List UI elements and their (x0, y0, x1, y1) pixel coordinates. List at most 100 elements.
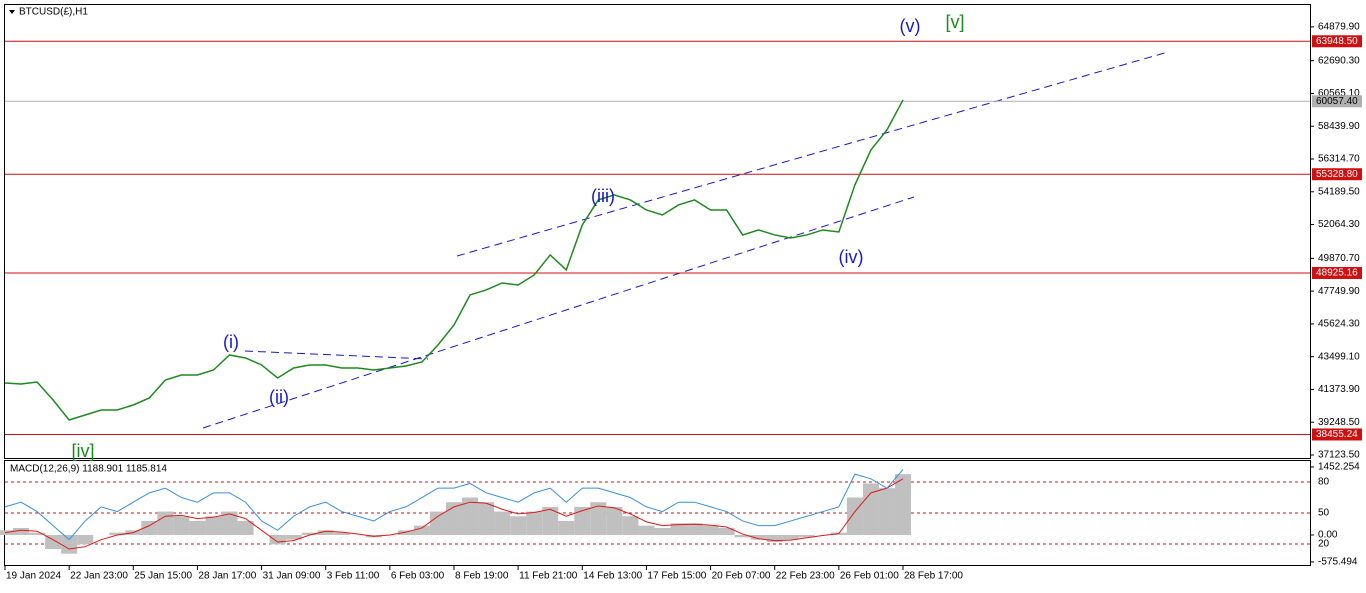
level-box (1312, 95, 1362, 108)
macd-bar (766, 534, 783, 543)
x-tick-label: 19 Jan 2024 (6, 571, 61, 582)
y-tick-label: 41373.90 (1318, 384, 1360, 395)
macd-bar (429, 511, 446, 535)
x-tick-label: 31 Jan 09:00 (263, 571, 321, 582)
level-label: 50 (1318, 508, 1330, 519)
macd-bar (109, 532, 126, 535)
wave-label: (iii) (591, 186, 615, 206)
macd-bar (237, 520, 254, 535)
macd-bar (846, 497, 863, 535)
x-tick-label: 25 Jan 15:00 (134, 571, 192, 582)
macd-bar (285, 534, 302, 540)
x-tick-label: 26 Feb 01:00 (840, 571, 899, 582)
macd-bar (413, 525, 430, 535)
y-tick-label: 54189.50 (1318, 186, 1360, 197)
macd-bar (301, 532, 318, 535)
trendlines (202, 51, 1169, 429)
macd-bar (638, 525, 655, 535)
macd-bar (798, 534, 815, 538)
macd-bar (221, 511, 238, 535)
level-label: 63948.50 (1316, 36, 1358, 47)
macd-bar (734, 534, 751, 538)
wave-label: (i) (223, 332, 239, 352)
x-tick-label: 6 Feb 03:00 (391, 571, 445, 582)
y-tick-label: 62690.30 (1318, 55, 1360, 66)
macd-line (4, 469, 904, 541)
x-tick-label: 17 Feb 15:00 (647, 571, 706, 582)
macd-bar (141, 520, 158, 535)
y-tick-label: 56314.70 (1318, 154, 1360, 165)
macd-bar (173, 516, 190, 535)
x-tick-label: 3 Feb 11:00 (327, 571, 380, 582)
y-tick-label: 60565.10 (1318, 88, 1360, 99)
macd-panel (4, 460, 1311, 566)
level-label: 38455.24 (1316, 429, 1358, 440)
macd-bar (590, 502, 607, 535)
macd-bar (45, 534, 62, 550)
macd-bar (894, 474, 912, 535)
x-tick-label: 14 Feb 13:00 (583, 571, 642, 582)
macd-bar (77, 534, 94, 545)
x-tick-label: 28 Jan 17:00 (198, 571, 256, 582)
macd-bar (622, 516, 639, 535)
macd-bar (750, 534, 767, 540)
macd-bar (510, 516, 527, 535)
macd-bar (333, 532, 350, 535)
macd-bar (702, 525, 719, 535)
y-tick-label: 47749.90 (1318, 286, 1360, 297)
level-box (1312, 168, 1362, 181)
macd-bar (718, 527, 735, 535)
macd-bar (157, 511, 174, 535)
y-tick-label: 58439.90 (1318, 121, 1360, 132)
macd-bar (478, 502, 495, 535)
macd-bar (462, 497, 479, 535)
macd-bar (878, 488, 895, 535)
x-tick-label: 20 Feb 07:00 (712, 571, 771, 582)
macd-bar (574, 506, 591, 535)
wave-label: (v) (900, 16, 921, 36)
trendline (202, 196, 915, 429)
y-tick-label: 0.00 (1318, 530, 1338, 541)
x-tick-label: 8 Feb 19:00 (455, 571, 509, 582)
macd-bar (189, 520, 206, 535)
y-tick-label: -575.494 (1318, 557, 1358, 568)
macd-bar (205, 516, 222, 535)
x-tick-label: 28 Feb 17:00 (904, 571, 963, 582)
level-label: 60057.40 (1316, 96, 1358, 107)
macd-bar (606, 506, 623, 535)
wave-label: (iv) (839, 247, 864, 267)
macd-bar (269, 534, 286, 545)
macd-bar (862, 483, 879, 535)
macd-bar (654, 527, 671, 535)
price-panel (4, 4, 1311, 459)
y-tick-label: 39248.50 (1318, 417, 1360, 428)
macd-title: MACD(12,26,9) 1188.901 1185.814 (10, 464, 167, 475)
macd-bar (494, 511, 511, 535)
price-line (4, 99, 904, 421)
macd-bar (13, 527, 30, 535)
macd-bar (61, 534, 78, 554)
macd-bar (542, 506, 559, 535)
x-tick-label: 22 Feb 23:00 (776, 571, 835, 582)
macd-bar (686, 523, 703, 535)
y-tick-label: 49870.70 (1318, 253, 1360, 264)
y-tick-label: 45624.30 (1318, 319, 1360, 330)
wave-label: [iv] (71, 441, 94, 461)
level-box (1312, 35, 1362, 48)
menu-arrow[interactable] (9, 10, 15, 14)
x-tick-label: 11 Feb 21:00 (519, 571, 578, 582)
y-tick-label: 43499.10 (1318, 351, 1360, 362)
macd-bar (670, 523, 687, 535)
chart-title: BTCUSD(£),H1 (19, 7, 88, 18)
macd-bar (445, 502, 463, 535)
wave-label: (ii) (269, 387, 289, 407)
y-tick-label: 64879.90 (1318, 22, 1360, 33)
level-box (1312, 428, 1362, 441)
x-tick-label: 22 Jan 23:00 (70, 571, 128, 582)
trendline (456, 51, 1169, 257)
level-box (1312, 266, 1362, 279)
wave-label: [v] (945, 12, 964, 32)
macd-bar (558, 520, 575, 535)
level-label: 55328.80 (1316, 169, 1358, 180)
